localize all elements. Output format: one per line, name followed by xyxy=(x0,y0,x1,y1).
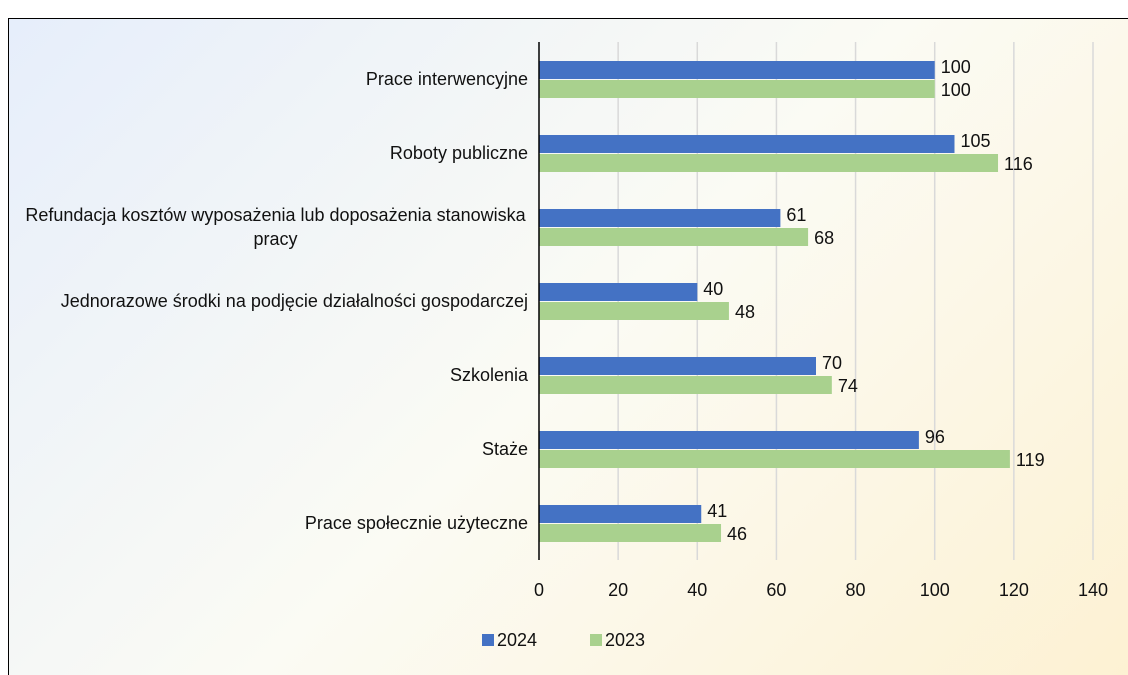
x-tick-label: 140 xyxy=(1078,580,1108,600)
bar xyxy=(539,302,729,320)
category-text: Prace społecznie użyteczne xyxy=(304,513,528,533)
value-label: 116 xyxy=(1004,154,1033,174)
value-label: 40 xyxy=(703,279,723,299)
category-label: Szkolenia xyxy=(18,363,528,387)
category-label: Refundacja kosztów wyposażenia lub dopos… xyxy=(18,203,528,251)
value-label: 100 xyxy=(941,80,971,100)
value-label: 61 xyxy=(786,205,806,225)
bar xyxy=(539,431,919,449)
x-tick-label: 60 xyxy=(766,580,786,600)
bar xyxy=(539,135,955,153)
chart-frame xyxy=(8,18,1128,675)
x-tick-label: 120 xyxy=(999,580,1029,600)
x-tick-label: 20 xyxy=(608,580,628,600)
category-text: Roboty publiczne xyxy=(389,143,528,163)
value-label: 100 xyxy=(941,57,971,77)
value-label: 48 xyxy=(735,302,755,322)
category-label: Prace interwencyjne xyxy=(18,67,528,91)
bar xyxy=(539,228,809,246)
category-text: Szkolenia xyxy=(449,365,528,385)
x-tick-label: 0 xyxy=(534,580,544,600)
category-label: Staże xyxy=(18,437,528,461)
bar xyxy=(539,80,935,98)
legend-label: 2023 xyxy=(605,630,645,650)
bar xyxy=(539,524,722,542)
value-label: 96 xyxy=(925,427,945,447)
category-label: Prace społecznie użyteczne xyxy=(18,511,528,535)
value-label: 70 xyxy=(822,353,842,373)
bar xyxy=(539,505,702,523)
value-label: 46 xyxy=(727,524,747,544)
bar xyxy=(539,376,832,394)
value-label: 41 xyxy=(707,501,727,521)
legend-swatch xyxy=(590,634,602,646)
x-tick-label: 40 xyxy=(687,580,707,600)
value-label: 74 xyxy=(838,376,858,396)
category-text: Prace interwencyjne xyxy=(365,69,528,89)
category-label: Jednorazowe środki na podjęcie działalno… xyxy=(18,289,528,313)
bar xyxy=(539,209,781,227)
bar xyxy=(539,357,816,375)
category-text: Staże xyxy=(481,439,528,459)
x-tick-label: 100 xyxy=(920,580,950,600)
category-text: Jednorazowe środki na podjęcie działalno… xyxy=(60,291,528,311)
category-text: Refundacja kosztów wyposażenia lub dopos… xyxy=(25,205,526,249)
bar xyxy=(539,450,1010,468)
category-label: Roboty publiczne xyxy=(18,141,528,165)
value-label: 68 xyxy=(814,228,834,248)
value-label: 119 xyxy=(1016,450,1045,470)
bar xyxy=(539,283,698,301)
bar xyxy=(539,61,935,79)
x-tick-label: 80 xyxy=(846,580,866,600)
legend-label: 2024 xyxy=(497,630,537,650)
legend-swatch xyxy=(482,634,494,646)
value-label: 105 xyxy=(961,131,991,151)
bar xyxy=(539,154,999,172)
